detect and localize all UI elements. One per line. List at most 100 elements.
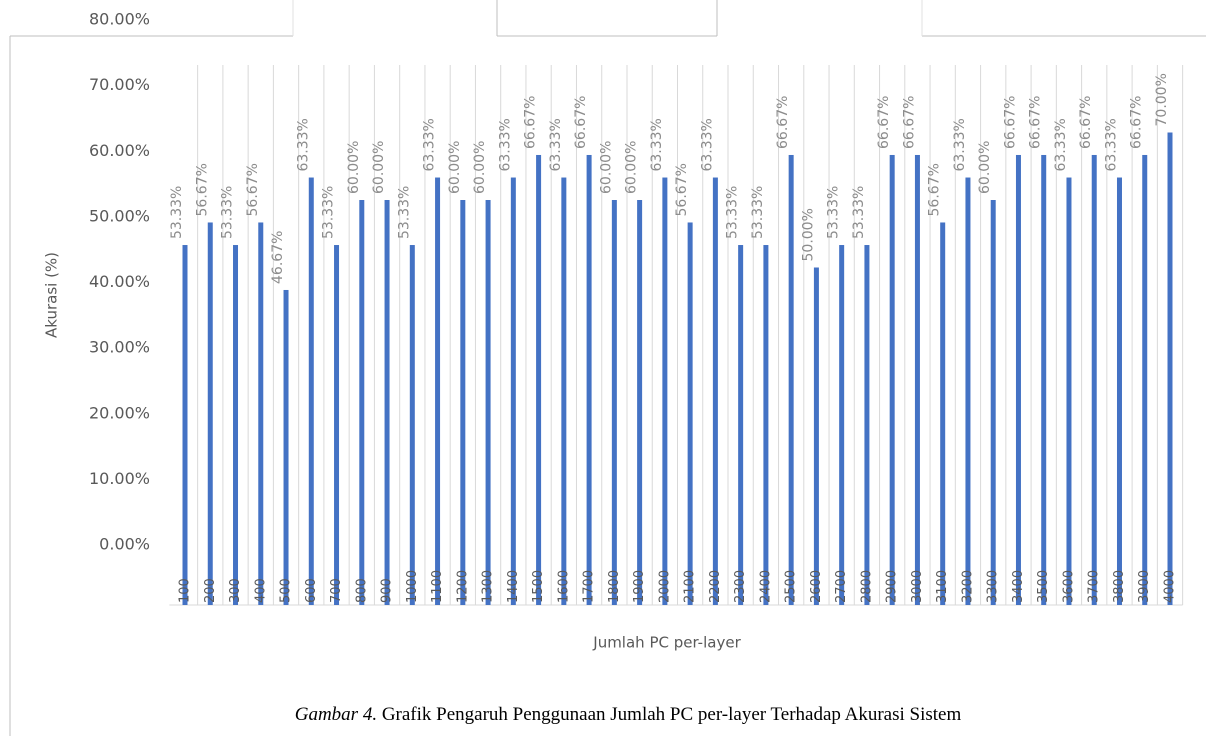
value-label: 66.67% (523, 96, 539, 149)
y-axis-title: Akurasi (%) (43, 252, 61, 338)
value-label: 60.00% (346, 141, 362, 194)
bar (308, 177, 314, 605)
value-label: 63.33% (1053, 118, 1069, 171)
value-label: 53.33% (750, 186, 766, 239)
y-tick-label: 60.00% (89, 141, 150, 160)
value-label: 53.33% (826, 186, 842, 239)
y-tick-label: 80.00% (89, 10, 150, 29)
value-label: 70.00% (1154, 73, 1170, 126)
bar (940, 222, 946, 606)
x-tick-label: 400 (253, 578, 268, 603)
bar (182, 245, 188, 605)
bar (409, 245, 415, 605)
x-tick-label: 500 (279, 578, 294, 603)
bar (1142, 154, 1148, 606)
value-label: 60.00% (598, 141, 614, 194)
value-label: 56.67% (245, 163, 261, 216)
value-label: 56.67% (194, 163, 210, 216)
value-label: 60.00% (977, 141, 993, 194)
bar (914, 154, 920, 606)
value-label: 66.67% (1129, 96, 1145, 149)
bar (561, 177, 567, 605)
x-tick-label: 1300 (481, 570, 496, 603)
value-label: 53.33% (851, 186, 867, 239)
x-tick-label: 3100 (935, 570, 950, 603)
bar (359, 200, 365, 605)
x-tick-label: 3700 (1087, 570, 1102, 603)
value-label: 63.33% (1103, 118, 1119, 171)
value-label: 53.33% (725, 186, 741, 239)
x-tick-label: 3200 (960, 570, 975, 603)
x-tick-label: 1900 (632, 570, 647, 603)
bar (485, 200, 491, 605)
x-tick-label: 1800 (607, 570, 622, 603)
x-tick-label: 2300 (733, 570, 748, 603)
value-label: 66.67% (573, 96, 589, 149)
y-tick-label: 20.00% (89, 403, 150, 422)
bar (586, 154, 592, 606)
bar (334, 245, 340, 605)
value-label: 63.33% (952, 118, 968, 171)
bar (712, 177, 718, 605)
caption-text: Grafik Pengaruh Penggunaan Jumlah PC per… (382, 704, 962, 725)
x-tick-label: 2400 (758, 570, 773, 603)
bar (687, 222, 693, 606)
y-tick-label: 50.00% (89, 206, 150, 225)
bar (990, 200, 996, 605)
y-tick-label: 70.00% (89, 75, 150, 94)
bar (460, 200, 466, 605)
bar (611, 200, 617, 605)
x-tick-label: 3900 (1137, 570, 1152, 603)
y-tick-label: 40.00% (89, 272, 150, 291)
value-label: 56.67% (674, 163, 690, 216)
x-tick-label: 300 (228, 578, 243, 603)
x-tick-label: 2500 (784, 570, 799, 603)
x-tick-label: 1500 (531, 570, 546, 603)
bar (384, 200, 390, 605)
x-tick-label: 3500 (1036, 570, 1051, 603)
x-tick-label: 2000 (657, 570, 672, 603)
value-label: 66.67% (876, 96, 892, 149)
bar (435, 177, 441, 605)
y-tick-label: 0.00% (99, 535, 150, 554)
caption: Gambar 4. Grafik Pengaruh Penggunaan Jum… (295, 704, 962, 725)
x-tick-label: 1700 (582, 570, 597, 603)
bar (536, 154, 542, 606)
value-label: 53.33% (169, 186, 185, 239)
value-label: 50.00% (800, 208, 816, 261)
x-tick-label: 600 (304, 578, 319, 603)
bar (889, 154, 895, 606)
value-label: 66.67% (1002, 96, 1018, 149)
value-label: 63.33% (649, 118, 665, 171)
value-label: 66.67% (1078, 96, 1094, 149)
x-axis-title: Jumlah PC per-layer (592, 634, 741, 652)
bar (788, 154, 794, 606)
value-label: 63.33% (497, 118, 513, 171)
x-tick-label: 2600 (809, 570, 824, 603)
bar (813, 267, 819, 605)
bar (763, 245, 769, 605)
bar (1091, 154, 1097, 606)
x-tick-label: 3600 (1061, 570, 1076, 603)
x-tick-label: 1600 (556, 570, 571, 603)
value-label: 56.67% (927, 163, 943, 216)
x-tick-label: 2200 (708, 570, 723, 603)
bar (864, 245, 870, 605)
value-label: 63.33% (422, 118, 438, 171)
caption-label: Gambar 4. (295, 704, 377, 725)
bar (1041, 154, 1047, 606)
x-tick-label: 4000 (1163, 570, 1178, 603)
x-tick-label: 2800 (859, 570, 874, 603)
bar (662, 177, 668, 605)
value-label: 53.33% (220, 186, 236, 239)
x-tick-label: 1000 (405, 570, 420, 603)
bar (1167, 132, 1173, 605)
value-label: 60.00% (472, 141, 488, 194)
x-tick-label: 700 (329, 578, 344, 603)
value-label: 63.33% (699, 118, 715, 171)
x-tick-label: 2100 (683, 570, 698, 603)
x-tick-label: 3300 (986, 570, 1001, 603)
value-label: 53.33% (396, 186, 412, 239)
value-label: 60.00% (624, 141, 640, 194)
